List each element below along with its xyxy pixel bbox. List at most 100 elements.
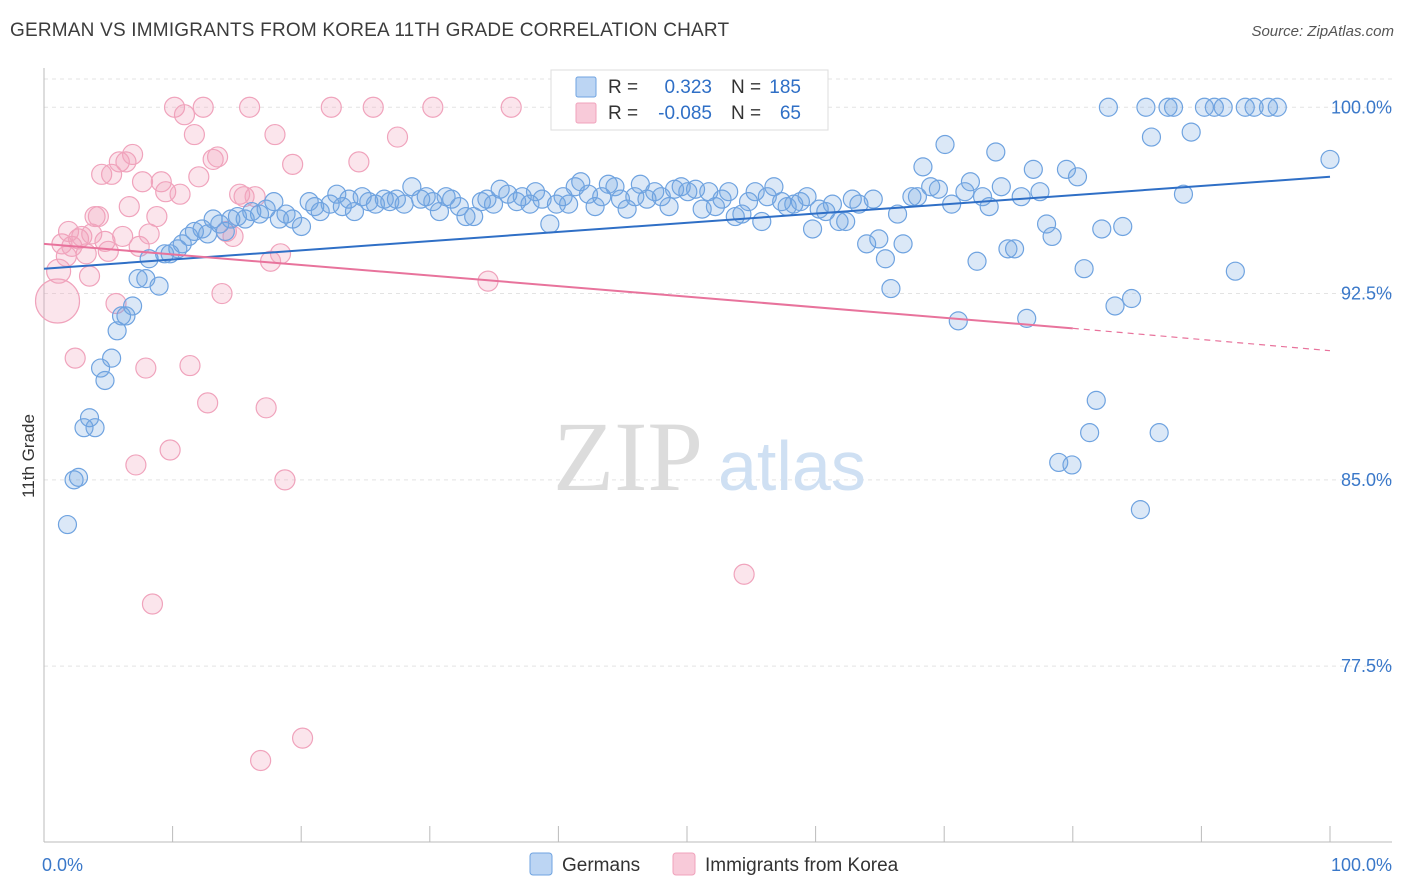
germans-point	[95, 370, 115, 391]
korea-point	[206, 146, 229, 168]
germans-point	[1036, 214, 1057, 234]
korea-point	[101, 163, 123, 185]
germans-point	[991, 177, 1011, 197]
germans-point	[1056, 159, 1077, 179]
germans-point	[1023, 159, 1043, 179]
chart-source: Source: ZipAtlas.com	[1251, 23, 1394, 40]
germans-point	[955, 182, 975, 202]
korea-point	[78, 265, 101, 287]
stats-legend-swatch-pink	[575, 102, 597, 124]
germans-point	[1213, 97, 1233, 117]
korea-point	[121, 143, 144, 166]
axes	[43, 68, 1392, 843]
germans-point	[757, 187, 777, 207]
germans-point	[68, 467, 89, 487]
germans-point	[139, 249, 159, 269]
tick-labels: 77.5% 85.0% 92.5% 100.0% 0.0% 100.0%	[42, 97, 1392, 875]
germans-point	[1130, 500, 1151, 520]
korea-point	[264, 123, 286, 146]
chart-title: GERMAN VS IMMIGRANTS FROM KOREA 11TH GRA…	[10, 20, 730, 41]
germans-point	[85, 418, 105, 438]
germans-point	[365, 194, 386, 214]
korea-trend-extension	[1072, 327, 1331, 352]
germans-point	[1004, 239, 1025, 259]
germans-point	[678, 182, 698, 202]
korea-point	[733, 563, 755, 585]
germans-point	[738, 192, 759, 212]
series-germans-points	[57, 97, 1340, 535]
germans-point	[1098, 97, 1118, 117]
germans-point	[276, 204, 296, 224]
stats-r-label-1: R =	[608, 77, 638, 98]
korea-point	[362, 96, 384, 118]
germans-point	[1181, 122, 1201, 142]
series-korea-points	[34, 96, 755, 772]
korea-point	[141, 593, 164, 615]
germans-point	[1158, 97, 1178, 117]
stats-r-value-2: -0.085	[658, 103, 712, 124]
germans-point	[592, 187, 612, 207]
germans-point	[1113, 216, 1133, 237]
germans-point	[559, 194, 579, 214]
germans-point	[1080, 423, 1100, 443]
korea-point	[34, 278, 81, 324]
germans-point	[881, 278, 901, 299]
korea-point	[422, 96, 444, 118]
germans-point	[671, 177, 691, 197]
germans-point	[842, 189, 862, 209]
y-axis-label: 11th Grade	[19, 414, 38, 498]
germans-point	[1141, 127, 1162, 147]
bottom-legend: Germans Immigrants from Korea	[529, 852, 899, 876]
germans-point	[464, 206, 484, 227]
korea-point	[64, 347, 86, 369]
korea-point	[173, 104, 196, 126]
korea-point	[238, 96, 261, 118]
germans-point	[902, 187, 922, 207]
germans-point	[913, 157, 933, 177]
germans-point	[605, 177, 625, 197]
germans-point	[1011, 187, 1031, 207]
germans-point	[264, 192, 284, 212]
germans-point	[802, 219, 823, 239]
korea-point	[269, 243, 292, 265]
germans-point	[752, 211, 772, 232]
germans-point	[394, 194, 414, 214]
germans-point	[1194, 97, 1215, 117]
korea-point	[135, 357, 157, 379]
trend-lines	[43, 175, 1331, 352]
korea-point	[112, 225, 134, 248]
y-tick-label: 77.5%	[1341, 656, 1392, 676]
korea-point	[291, 727, 314, 749]
germans-point	[79, 408, 100, 428]
germans-point	[57, 514, 78, 535]
korea-point	[255, 397, 277, 419]
germans-point	[1062, 455, 1082, 475]
stats-r-value-1: 0.323	[664, 77, 712, 98]
stats-n-value-1: 185	[769, 77, 801, 98]
germans-point	[416, 187, 436, 207]
germans-point	[1149, 423, 1169, 443]
korea-point	[500, 96, 522, 118]
germans-point	[1092, 219, 1112, 239]
germans-point	[122, 296, 143, 316]
germans-point	[1105, 296, 1125, 316]
watermark: ZIP atlas	[553, 401, 866, 512]
germans-point	[235, 209, 255, 229]
legend-swatch-korea	[672, 852, 696, 876]
germans-point	[659, 197, 679, 217]
stats-n-value-2: 65	[780, 103, 801, 124]
germans-point	[1030, 182, 1050, 202]
germans-point	[291, 216, 312, 237]
germans-point	[1086, 390, 1106, 410]
germans-point	[102, 348, 122, 368]
korea-point	[386, 126, 409, 148]
germans-point	[1042, 226, 1062, 247]
korea-point	[250, 749, 272, 772]
germans-point	[149, 276, 169, 296]
germans-point	[849, 194, 869, 214]
legend-label-germans: Germans	[562, 855, 640, 876]
germans-point	[857, 234, 877, 254]
korea-point	[46, 258, 72, 284]
stats-legend: R = 0.323 N = 185 R = -0.085 N = 65	[550, 69, 829, 131]
germans-point	[998, 239, 1018, 259]
